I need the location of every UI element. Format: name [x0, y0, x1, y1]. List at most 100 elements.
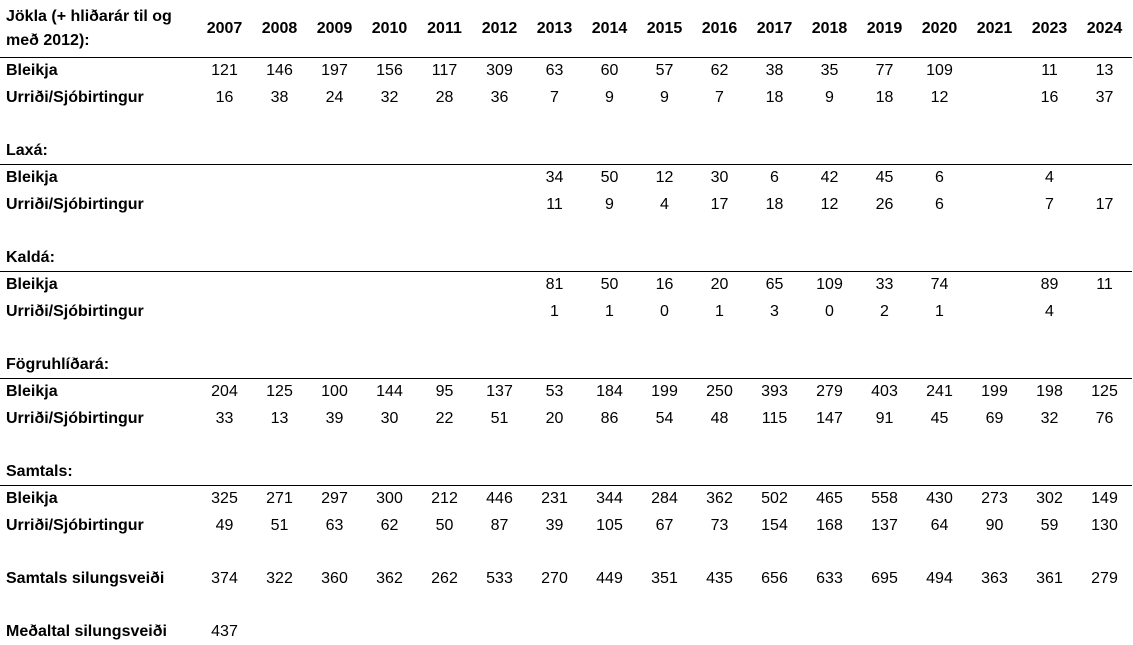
value-cell: 17	[1077, 192, 1132, 219]
spacer-row	[0, 111, 1132, 138]
empty-cell	[417, 325, 472, 352]
row-label: Bleikja	[0, 379, 197, 406]
empty-cell	[857, 619, 912, 645]
value-cell: 60	[582, 58, 637, 85]
value-cell	[967, 58, 1022, 85]
empty-cell	[967, 432, 1022, 459]
empty-cell	[197, 245, 252, 272]
empty-cell	[1077, 111, 1132, 138]
value-cell: 156	[362, 58, 417, 85]
empty-cell	[637, 592, 692, 619]
empty-cell	[802, 592, 857, 619]
empty-cell	[802, 218, 857, 245]
value-cell: 13	[252, 406, 307, 433]
row-label: Bleikja	[0, 58, 197, 85]
empty-cell	[307, 245, 362, 272]
value-cell: 26	[857, 192, 912, 219]
value-cell: 109	[912, 58, 967, 85]
empty-cell	[857, 245, 912, 272]
year-header: 2021	[967, 0, 1022, 58]
empty-cell	[582, 245, 637, 272]
value-cell: 154	[747, 513, 802, 540]
empty-cell	[362, 539, 417, 566]
row-label: Urriði/Sjóbirtingur	[0, 513, 197, 540]
value-cell	[417, 299, 472, 326]
value-cell	[472, 272, 527, 299]
empty-cell	[527, 111, 582, 138]
empty-cell	[252, 138, 307, 165]
empty-cell	[967, 325, 1022, 352]
empty-cell	[1077, 325, 1132, 352]
empty-cell	[637, 218, 692, 245]
value-cell: 6	[912, 165, 967, 192]
value-cell: 4	[1022, 165, 1077, 192]
value-cell: 109	[802, 272, 857, 299]
empty-cell	[527, 325, 582, 352]
value-cell: 64	[912, 513, 967, 540]
empty-cell	[307, 138, 362, 165]
value-cell: 322	[252, 566, 307, 593]
empty-cell	[1077, 539, 1132, 566]
value-cell: 50	[582, 272, 637, 299]
value-cell: 39	[307, 406, 362, 433]
value-cell: 36	[472, 85, 527, 112]
spacer-row	[0, 432, 1132, 459]
row-label: Urriði/Sjóbirtingur	[0, 85, 197, 112]
year-header: 2019	[857, 0, 912, 58]
empty-cell	[1077, 218, 1132, 245]
empty-cell	[582, 111, 637, 138]
value-cell: 50	[417, 513, 472, 540]
value-cell: 270	[527, 566, 582, 593]
value-cell	[417, 165, 472, 192]
empty-cell	[307, 325, 362, 352]
value-cell: 49	[197, 513, 252, 540]
empty-cell	[252, 245, 307, 272]
value-cell: 204	[197, 379, 252, 406]
empty-cell	[417, 218, 472, 245]
value-cell: 199	[637, 379, 692, 406]
value-cell: 695	[857, 566, 912, 593]
row-label: Urriði/Sjóbirtingur	[0, 299, 197, 326]
value-cell	[967, 85, 1022, 112]
value-cell	[197, 192, 252, 219]
empty-cell	[417, 111, 472, 138]
value-cell: 362	[692, 486, 747, 513]
value-cell: 33	[197, 406, 252, 433]
value-cell: 494	[912, 566, 967, 593]
empty-cell	[0, 432, 197, 459]
year-header: 2017	[747, 0, 802, 58]
value-cell: 30	[362, 406, 417, 433]
value-cell: 9	[802, 85, 857, 112]
value-cell: 558	[857, 486, 912, 513]
value-cell: 16	[1022, 85, 1077, 112]
empty-cell	[582, 138, 637, 165]
value-cell: 48	[692, 406, 747, 433]
year-header: 2015	[637, 0, 692, 58]
empty-cell	[967, 539, 1022, 566]
value-cell	[197, 299, 252, 326]
value-cell	[362, 165, 417, 192]
empty-cell	[692, 459, 747, 486]
empty-cell	[362, 592, 417, 619]
empty-cell	[362, 111, 417, 138]
empty-cell	[472, 111, 527, 138]
value-cell: 50	[582, 165, 637, 192]
empty-cell	[1022, 245, 1077, 272]
value-cell: 125	[252, 379, 307, 406]
empty-cell	[912, 218, 967, 245]
value-cell: 59	[1022, 513, 1077, 540]
value-cell	[472, 165, 527, 192]
value-cell	[307, 299, 362, 326]
value-cell: 137	[857, 513, 912, 540]
empty-cell	[472, 325, 527, 352]
empty-cell	[857, 432, 912, 459]
empty-cell	[417, 245, 472, 272]
empty-cell	[747, 619, 802, 645]
empty-cell	[1022, 619, 1077, 645]
value-cell: 30	[692, 165, 747, 192]
empty-cell	[527, 138, 582, 165]
row-label: Bleikja	[0, 486, 197, 513]
value-cell: 115	[747, 406, 802, 433]
value-cell: 20	[527, 406, 582, 433]
value-cell: 502	[747, 486, 802, 513]
